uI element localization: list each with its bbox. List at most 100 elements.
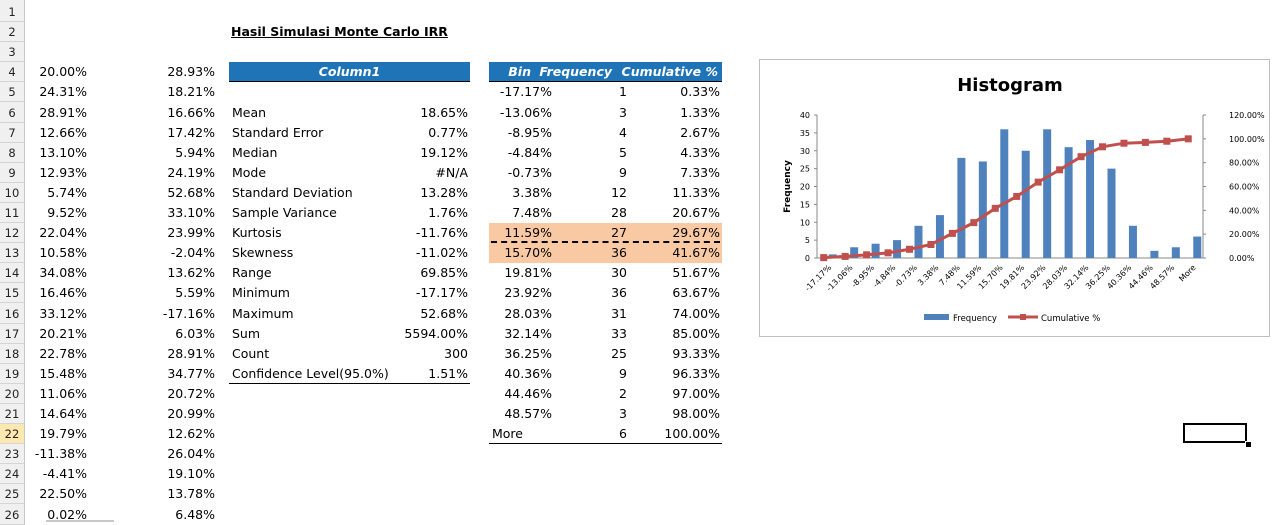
- stat-label[interactable]: Standard Error: [232, 125, 324, 140]
- colA-cell[interactable]: 33.12%: [39, 306, 87, 321]
- colA-cell[interactable]: 20.00%: [39, 64, 87, 79]
- colB-cell[interactable]: 5.94%: [175, 145, 215, 160]
- freq-count[interactable]: 9: [619, 165, 627, 180]
- stat-label[interactable]: Kurtosis: [232, 225, 282, 240]
- row-header[interactable]: 15: [0, 283, 25, 303]
- colA-cell[interactable]: 34.08%: [39, 265, 87, 280]
- colB-cell[interactable]: 13.62%: [167, 265, 215, 280]
- freq-cumulative[interactable]: 4.33%: [680, 145, 720, 160]
- row-header[interactable]: 12: [0, 223, 25, 243]
- freq-count[interactable]: 33: [611, 326, 627, 341]
- freq-bin[interactable]: -13.06%: [499, 105, 552, 120]
- colB-cell[interactable]: 26.04%: [167, 446, 215, 461]
- row-header[interactable]: 20: [0, 384, 25, 404]
- stat-value[interactable]: 18.65%: [420, 105, 468, 120]
- freq-cumulative[interactable]: 63.67%: [672, 285, 720, 300]
- stat-value[interactable]: 1.51%: [428, 366, 468, 381]
- freq-count[interactable]: 3: [619, 406, 627, 421]
- freq-count[interactable]: 1: [619, 84, 627, 99]
- colA-cell[interactable]: 9.52%: [47, 205, 87, 220]
- stat-label[interactable]: Mode: [232, 165, 267, 180]
- colA-cell[interactable]: -4.41%: [42, 466, 87, 481]
- stat-label[interactable]: Median: [232, 145, 278, 160]
- colA-cell[interactable]: 19.79%: [39, 426, 87, 441]
- freq-cumulative[interactable]: 1.33%: [680, 105, 720, 120]
- row-header[interactable]: 9: [0, 163, 25, 183]
- freq-bin[interactable]: -0.73%: [507, 165, 552, 180]
- stat-label[interactable]: Sum: [232, 326, 261, 341]
- row-header[interactable]: 11: [0, 203, 25, 223]
- freq-cumulative[interactable]: 29.67%: [672, 225, 720, 240]
- freq-bin[interactable]: 23.92%: [504, 285, 552, 300]
- colA-cell[interactable]: 24.31%: [39, 84, 87, 99]
- colA-cell[interactable]: 12.66%: [39, 125, 87, 140]
- freq-cumulative[interactable]: 96.33%: [672, 366, 720, 381]
- freq-bin[interactable]: 28.03%: [504, 306, 552, 321]
- freq-cumulative[interactable]: 97.00%: [672, 386, 720, 401]
- colB-cell[interactable]: 23.99%: [167, 225, 215, 240]
- freq-count[interactable]: 30: [611, 265, 627, 280]
- row-header[interactable]: 14: [0, 263, 25, 283]
- freq-count[interactable]: 28: [611, 205, 627, 220]
- row-header[interactable]: 23: [0, 444, 25, 464]
- freq-cumulative[interactable]: 0.33%: [680, 84, 720, 99]
- colB-cell[interactable]: 34.77%: [167, 366, 215, 381]
- colB-cell[interactable]: 19.10%: [167, 466, 215, 481]
- colA-cell[interactable]: 5.74%: [47, 185, 87, 200]
- row-header[interactable]: 13: [0, 243, 25, 263]
- row-header[interactable]: 3: [0, 42, 25, 62]
- stat-label[interactable]: Mean: [232, 105, 267, 120]
- stat-value[interactable]: -11.76%: [415, 225, 468, 240]
- stat-value[interactable]: 19.12%: [420, 145, 468, 160]
- colB-cell[interactable]: 5.59%: [175, 285, 215, 300]
- colB-cell[interactable]: 24.19%: [167, 165, 215, 180]
- row-header[interactable]: 22: [0, 424, 25, 444]
- freq-count[interactable]: 25: [611, 346, 627, 361]
- colA-cell[interactable]: 14.64%: [39, 406, 87, 421]
- row-header[interactable]: 25: [0, 484, 25, 504]
- colA-cell[interactable]: 13.10%: [39, 145, 87, 160]
- freq-bin[interactable]: 48.57%: [504, 406, 552, 421]
- colB-cell[interactable]: -2.04%: [170, 245, 215, 260]
- colB-cell[interactable]: 12.62%: [167, 426, 215, 441]
- colA-cell[interactable]: 10.58%: [39, 245, 87, 260]
- freq-cumulative[interactable]: 11.33%: [672, 185, 720, 200]
- row-header[interactable]: 7: [0, 123, 25, 143]
- freq-cumulative[interactable]: 7.33%: [680, 165, 720, 180]
- freq-bin[interactable]: -8.95%: [507, 125, 552, 140]
- stat-label[interactable]: Range: [232, 265, 272, 280]
- colB-cell[interactable]: 16.66%: [167, 105, 215, 120]
- freq-cumulative[interactable]: 51.67%: [672, 265, 720, 280]
- stat-value[interactable]: 69.85%: [420, 265, 468, 280]
- stat-value[interactable]: 13.28%: [420, 185, 468, 200]
- row-header[interactable]: 24: [0, 464, 25, 484]
- histogram-chart[interactable]: Histogram Frequency 0 5 10 15 20 25 30 35 40 0.00% 2…: [759, 59, 1270, 337]
- freq-count[interactable]: 4: [619, 125, 627, 140]
- stat-label[interactable]: Sample Variance: [232, 205, 337, 220]
- row-header[interactable]: 10: [0, 183, 25, 203]
- stat-value[interactable]: 0.77%: [428, 125, 468, 140]
- colB-cell[interactable]: 20.99%: [167, 406, 215, 421]
- row-header[interactable]: 5: [0, 82, 25, 102]
- colB-cell[interactable]: 6.48%: [175, 507, 215, 522]
- freq-count[interactable]: 36: [611, 285, 627, 300]
- row-header[interactable]: 17: [0, 324, 25, 344]
- freq-cumulative[interactable]: 20.67%: [672, 205, 720, 220]
- colA-cell[interactable]: 28.91%: [39, 105, 87, 120]
- colA-cell[interactable]: 22.78%: [39, 346, 87, 361]
- colA-cell[interactable]: 15.48%: [39, 366, 87, 381]
- freq-cumulative[interactable]: 2.67%: [680, 125, 720, 140]
- colB-cell[interactable]: 18.21%: [167, 84, 215, 99]
- fill-handle[interactable]: [1245, 441, 1252, 448]
- row-header[interactable]: 4: [0, 62, 25, 82]
- row-header[interactable]: 18: [0, 344, 25, 364]
- freq-bin[interactable]: 36.25%: [504, 346, 552, 361]
- freq-header-bin[interactable]: Bin: [508, 64, 531, 79]
- colB-cell[interactable]: 28.93%: [167, 64, 215, 79]
- colA-cell[interactable]: 0.02%: [47, 507, 87, 522]
- freq-count[interactable]: 5: [619, 145, 627, 160]
- stat-label[interactable]: Count: [232, 346, 270, 361]
- freq-bin[interactable]: 40.36%: [504, 366, 552, 381]
- stats-header[interactable]: Column1: [229, 62, 470, 81]
- colB-cell[interactable]: -17.16%: [162, 306, 215, 321]
